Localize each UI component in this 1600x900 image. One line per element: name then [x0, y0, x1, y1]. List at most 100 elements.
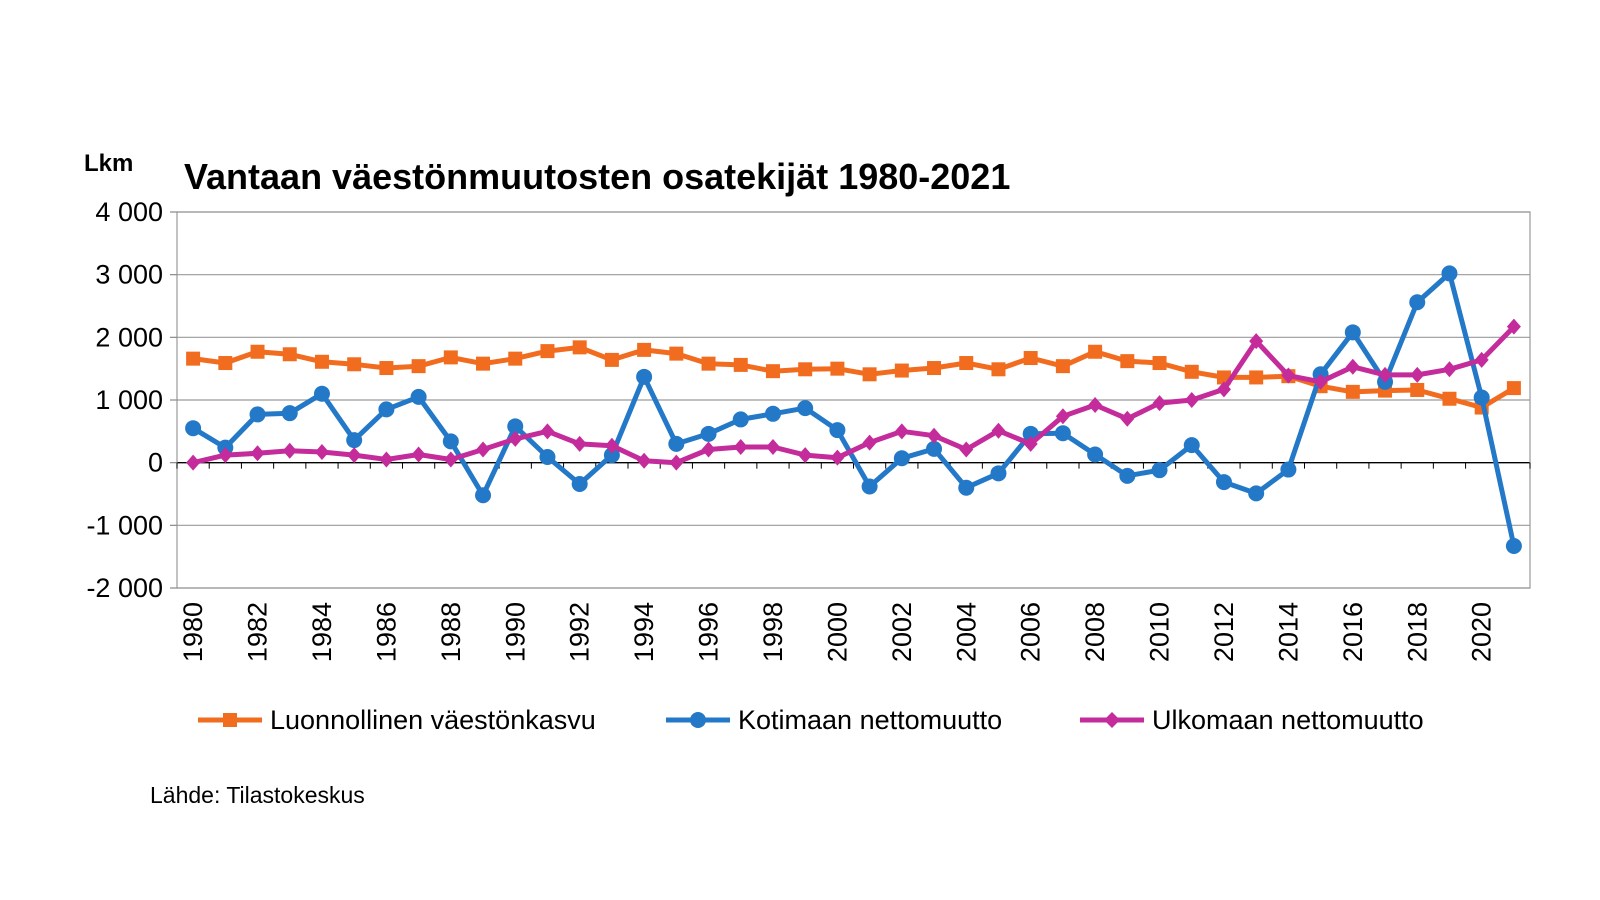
data-point	[540, 344, 555, 359]
data-point	[1184, 392, 1199, 408]
y-tick-label: 4 000	[95, 197, 163, 227]
data-point	[507, 418, 524, 435]
series-3	[186, 318, 1521, 471]
data-point	[1441, 265, 1458, 282]
data-point	[764, 405, 781, 422]
x-tick-label: 2000	[822, 602, 852, 662]
data-point	[669, 346, 684, 361]
data-point	[281, 405, 298, 422]
y-axis-label: Lkm	[84, 150, 134, 177]
x-tick-label: 1980	[178, 602, 208, 662]
data-point	[959, 441, 974, 458]
data-point	[572, 435, 587, 452]
data-point	[797, 400, 814, 417]
data-point	[862, 434, 877, 451]
data-point	[1152, 356, 1167, 371]
data-point	[1345, 358, 1360, 375]
data-point	[1023, 435, 1038, 452]
gridlines	[177, 211, 1530, 589]
y-tick-label: 0	[148, 448, 163, 478]
data-point	[282, 442, 297, 459]
data-point	[572, 340, 587, 355]
data-point	[604, 437, 619, 454]
data-point	[347, 357, 362, 372]
y-tick-label: 3 000	[95, 260, 163, 290]
legend: Luonnollinen väestönkasvu Kotimaan netto…	[198, 700, 1498, 740]
data-point	[1215, 474, 1232, 491]
data-point	[765, 364, 780, 379]
data-point	[508, 351, 523, 366]
data-point	[701, 356, 716, 371]
data-point	[1151, 462, 1168, 479]
y-tick-label: 1 000	[95, 385, 163, 415]
data-point	[540, 423, 555, 440]
data-point	[927, 427, 942, 444]
x-tick-label: 1982	[243, 602, 273, 662]
data-point	[861, 478, 878, 495]
data-point	[186, 351, 201, 366]
data-point	[378, 401, 395, 418]
data-point	[1120, 354, 1135, 369]
data-point	[475, 487, 492, 504]
data-point	[185, 420, 202, 437]
data-point	[1087, 446, 1104, 463]
data-point	[765, 439, 780, 455]
y-tick-labels: -2 000 -1 000 0 1 000 2 000 3 000 4 000	[86, 197, 163, 603]
data-point	[314, 354, 329, 369]
data-point	[347, 447, 362, 464]
data-point	[1506, 318, 1521, 335]
legend-label: Ulkomaan nettomuutto	[1152, 704, 1424, 735]
x-tick-label: 1988	[436, 602, 466, 662]
data-point	[1410, 382, 1425, 397]
data-point	[1055, 408, 1070, 425]
data-point	[1088, 397, 1103, 414]
x-tick-label: 2020	[1467, 602, 1497, 662]
data-point	[1280, 461, 1297, 478]
data-point	[250, 445, 265, 462]
data-point	[959, 356, 974, 371]
data-point	[830, 449, 845, 466]
legend-label: Luonnollinen väestönkasvu	[270, 704, 596, 735]
x-tick-label: 2012	[1209, 602, 1239, 662]
data-point	[1023, 351, 1038, 366]
data-point	[508, 430, 523, 447]
data-point	[313, 385, 330, 402]
y-tick-label: 2 000	[95, 322, 163, 352]
data-point	[411, 446, 426, 463]
data-point	[893, 450, 910, 467]
data-point	[701, 441, 716, 458]
data-point	[218, 356, 233, 371]
data-point	[1248, 485, 1265, 502]
x-tick-label: 2004	[951, 602, 981, 662]
data-point	[282, 347, 297, 362]
series-2	[185, 265, 1522, 555]
x-tick-label: 1984	[307, 602, 337, 662]
data-point	[603, 447, 620, 464]
legend-swatch-diamond-icon	[1080, 712, 1144, 728]
data-point	[990, 465, 1007, 482]
data-point	[637, 342, 652, 357]
data-point	[1505, 538, 1522, 555]
data-point	[991, 422, 1006, 439]
x-tick-label: 1998	[758, 602, 788, 662]
data-point	[733, 439, 748, 455]
data-point	[1378, 366, 1393, 383]
data-point	[379, 361, 394, 376]
data-point	[862, 367, 877, 382]
data-point	[1442, 361, 1457, 378]
data-point	[1345, 384, 1360, 399]
y-tick-label: -2 000	[86, 573, 163, 603]
legend-item-ulkomaan: Ulkomaan nettomuutto	[1080, 700, 1424, 740]
data-point	[1442, 391, 1457, 406]
data-point	[991, 362, 1006, 377]
chart-title: Vantaan väestönmuutosten osatekijät 1980…	[184, 156, 1011, 197]
data-point	[186, 454, 201, 471]
data-point	[894, 423, 909, 440]
data-point	[443, 350, 458, 365]
data-point	[476, 356, 491, 371]
data-point	[571, 475, 588, 492]
x-tick-label: 1996	[694, 602, 724, 662]
x-tick-label: 2010	[1145, 602, 1175, 662]
data-point	[379, 451, 394, 468]
data-point	[346, 432, 363, 449]
